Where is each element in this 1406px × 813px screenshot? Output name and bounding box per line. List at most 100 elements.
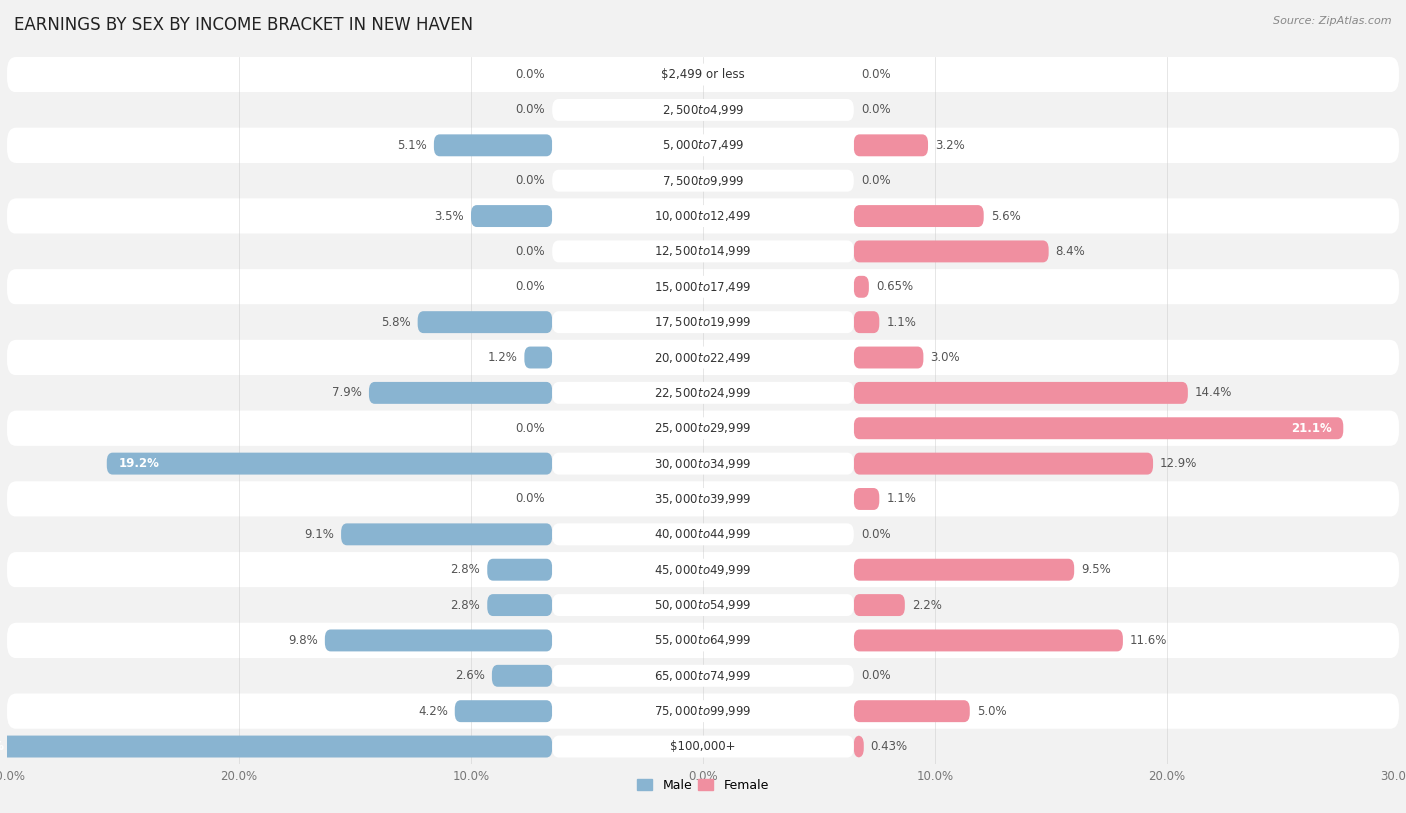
FancyBboxPatch shape bbox=[553, 488, 853, 510]
FancyBboxPatch shape bbox=[7, 552, 1399, 587]
FancyBboxPatch shape bbox=[524, 346, 553, 368]
Text: 3.2%: 3.2% bbox=[935, 139, 965, 152]
Text: $100,000+: $100,000+ bbox=[671, 740, 735, 753]
Text: $25,000 to $29,999: $25,000 to $29,999 bbox=[654, 421, 752, 435]
Text: 1.2%: 1.2% bbox=[488, 351, 517, 364]
Text: 2.8%: 2.8% bbox=[450, 563, 481, 576]
FancyBboxPatch shape bbox=[853, 453, 1153, 475]
FancyBboxPatch shape bbox=[342, 524, 553, 546]
FancyBboxPatch shape bbox=[7, 198, 1399, 234]
Text: 2.8%: 2.8% bbox=[450, 598, 481, 611]
Text: 5.0%: 5.0% bbox=[977, 705, 1007, 718]
FancyBboxPatch shape bbox=[553, 63, 853, 85]
Text: 0.0%: 0.0% bbox=[516, 280, 546, 293]
FancyBboxPatch shape bbox=[853, 205, 984, 227]
FancyBboxPatch shape bbox=[454, 700, 553, 722]
FancyBboxPatch shape bbox=[553, 594, 853, 616]
FancyBboxPatch shape bbox=[853, 736, 863, 758]
FancyBboxPatch shape bbox=[553, 559, 853, 580]
Text: 21.1%: 21.1% bbox=[1291, 422, 1331, 435]
Text: 9.1%: 9.1% bbox=[304, 528, 335, 541]
Text: 25.9%: 25.9% bbox=[0, 740, 4, 753]
FancyBboxPatch shape bbox=[853, 700, 970, 722]
Text: $2,500 to $4,999: $2,500 to $4,999 bbox=[662, 103, 744, 117]
FancyBboxPatch shape bbox=[553, 453, 853, 475]
FancyBboxPatch shape bbox=[853, 382, 1188, 404]
FancyBboxPatch shape bbox=[7, 234, 1399, 269]
Text: $65,000 to $74,999: $65,000 to $74,999 bbox=[654, 669, 752, 683]
FancyBboxPatch shape bbox=[7, 163, 1399, 198]
FancyBboxPatch shape bbox=[418, 311, 553, 333]
FancyBboxPatch shape bbox=[853, 276, 869, 298]
Text: $45,000 to $49,999: $45,000 to $49,999 bbox=[654, 563, 752, 576]
Text: $2,499 or less: $2,499 or less bbox=[661, 68, 745, 81]
FancyBboxPatch shape bbox=[7, 517, 1399, 552]
Text: 7.9%: 7.9% bbox=[332, 386, 361, 399]
FancyBboxPatch shape bbox=[7, 659, 1399, 693]
Text: 0.65%: 0.65% bbox=[876, 280, 912, 293]
FancyBboxPatch shape bbox=[7, 269, 1399, 304]
FancyBboxPatch shape bbox=[7, 729, 1399, 764]
FancyBboxPatch shape bbox=[488, 594, 553, 616]
FancyBboxPatch shape bbox=[7, 693, 1399, 729]
Text: $35,000 to $39,999: $35,000 to $39,999 bbox=[654, 492, 752, 506]
FancyBboxPatch shape bbox=[107, 453, 553, 475]
FancyBboxPatch shape bbox=[368, 382, 553, 404]
FancyBboxPatch shape bbox=[7, 340, 1399, 375]
Text: 0.43%: 0.43% bbox=[870, 740, 908, 753]
Text: 0.0%: 0.0% bbox=[860, 528, 890, 541]
FancyBboxPatch shape bbox=[7, 128, 1399, 163]
FancyBboxPatch shape bbox=[853, 346, 924, 368]
Text: EARNINGS BY SEX BY INCOME BRACKET IN NEW HAVEN: EARNINGS BY SEX BY INCOME BRACKET IN NEW… bbox=[14, 16, 474, 34]
Text: 9.8%: 9.8% bbox=[288, 634, 318, 647]
FancyBboxPatch shape bbox=[553, 417, 853, 439]
FancyBboxPatch shape bbox=[488, 559, 553, 580]
FancyBboxPatch shape bbox=[553, 99, 853, 121]
FancyBboxPatch shape bbox=[553, 205, 853, 227]
FancyBboxPatch shape bbox=[853, 417, 1343, 439]
FancyBboxPatch shape bbox=[325, 629, 553, 651]
Text: 12.9%: 12.9% bbox=[1160, 457, 1198, 470]
Text: 0.0%: 0.0% bbox=[516, 422, 546, 435]
FancyBboxPatch shape bbox=[7, 411, 1399, 446]
Text: 0.0%: 0.0% bbox=[516, 245, 546, 258]
FancyBboxPatch shape bbox=[553, 524, 853, 546]
Text: $20,000 to $22,499: $20,000 to $22,499 bbox=[654, 350, 752, 364]
Text: 19.2%: 19.2% bbox=[118, 457, 159, 470]
Text: 2.6%: 2.6% bbox=[456, 669, 485, 682]
Text: $22,500 to $24,999: $22,500 to $24,999 bbox=[654, 386, 752, 400]
FancyBboxPatch shape bbox=[553, 665, 853, 687]
Text: 4.2%: 4.2% bbox=[418, 705, 447, 718]
FancyBboxPatch shape bbox=[7, 587, 1399, 623]
Text: 0.0%: 0.0% bbox=[516, 68, 546, 81]
FancyBboxPatch shape bbox=[471, 205, 553, 227]
Text: $75,000 to $99,999: $75,000 to $99,999 bbox=[654, 704, 752, 718]
Text: $7,500 to $9,999: $7,500 to $9,999 bbox=[662, 174, 744, 188]
Text: 0.0%: 0.0% bbox=[860, 68, 890, 81]
Text: $17,500 to $19,999: $17,500 to $19,999 bbox=[654, 315, 752, 329]
FancyBboxPatch shape bbox=[7, 623, 1399, 659]
FancyBboxPatch shape bbox=[7, 375, 1399, 411]
Text: $5,000 to $7,499: $5,000 to $7,499 bbox=[662, 138, 744, 152]
Text: 0.0%: 0.0% bbox=[860, 669, 890, 682]
Text: 14.4%: 14.4% bbox=[1195, 386, 1232, 399]
Text: 2.2%: 2.2% bbox=[912, 598, 942, 611]
Text: 11.6%: 11.6% bbox=[1130, 634, 1167, 647]
Text: $12,500 to $14,999: $12,500 to $14,999 bbox=[654, 245, 752, 259]
FancyBboxPatch shape bbox=[553, 382, 853, 404]
FancyBboxPatch shape bbox=[0, 736, 553, 758]
Text: 0.0%: 0.0% bbox=[516, 493, 546, 506]
FancyBboxPatch shape bbox=[553, 311, 853, 333]
FancyBboxPatch shape bbox=[853, 594, 905, 616]
Text: $15,000 to $17,499: $15,000 to $17,499 bbox=[654, 280, 752, 293]
FancyBboxPatch shape bbox=[853, 488, 879, 510]
Text: $30,000 to $34,999: $30,000 to $34,999 bbox=[654, 457, 752, 471]
Text: 1.1%: 1.1% bbox=[886, 315, 917, 328]
FancyBboxPatch shape bbox=[7, 304, 1399, 340]
FancyBboxPatch shape bbox=[553, 700, 853, 722]
FancyBboxPatch shape bbox=[7, 92, 1399, 128]
FancyBboxPatch shape bbox=[553, 276, 853, 298]
Text: $10,000 to $12,499: $10,000 to $12,499 bbox=[654, 209, 752, 223]
Text: 0.0%: 0.0% bbox=[516, 174, 546, 187]
FancyBboxPatch shape bbox=[492, 665, 553, 687]
